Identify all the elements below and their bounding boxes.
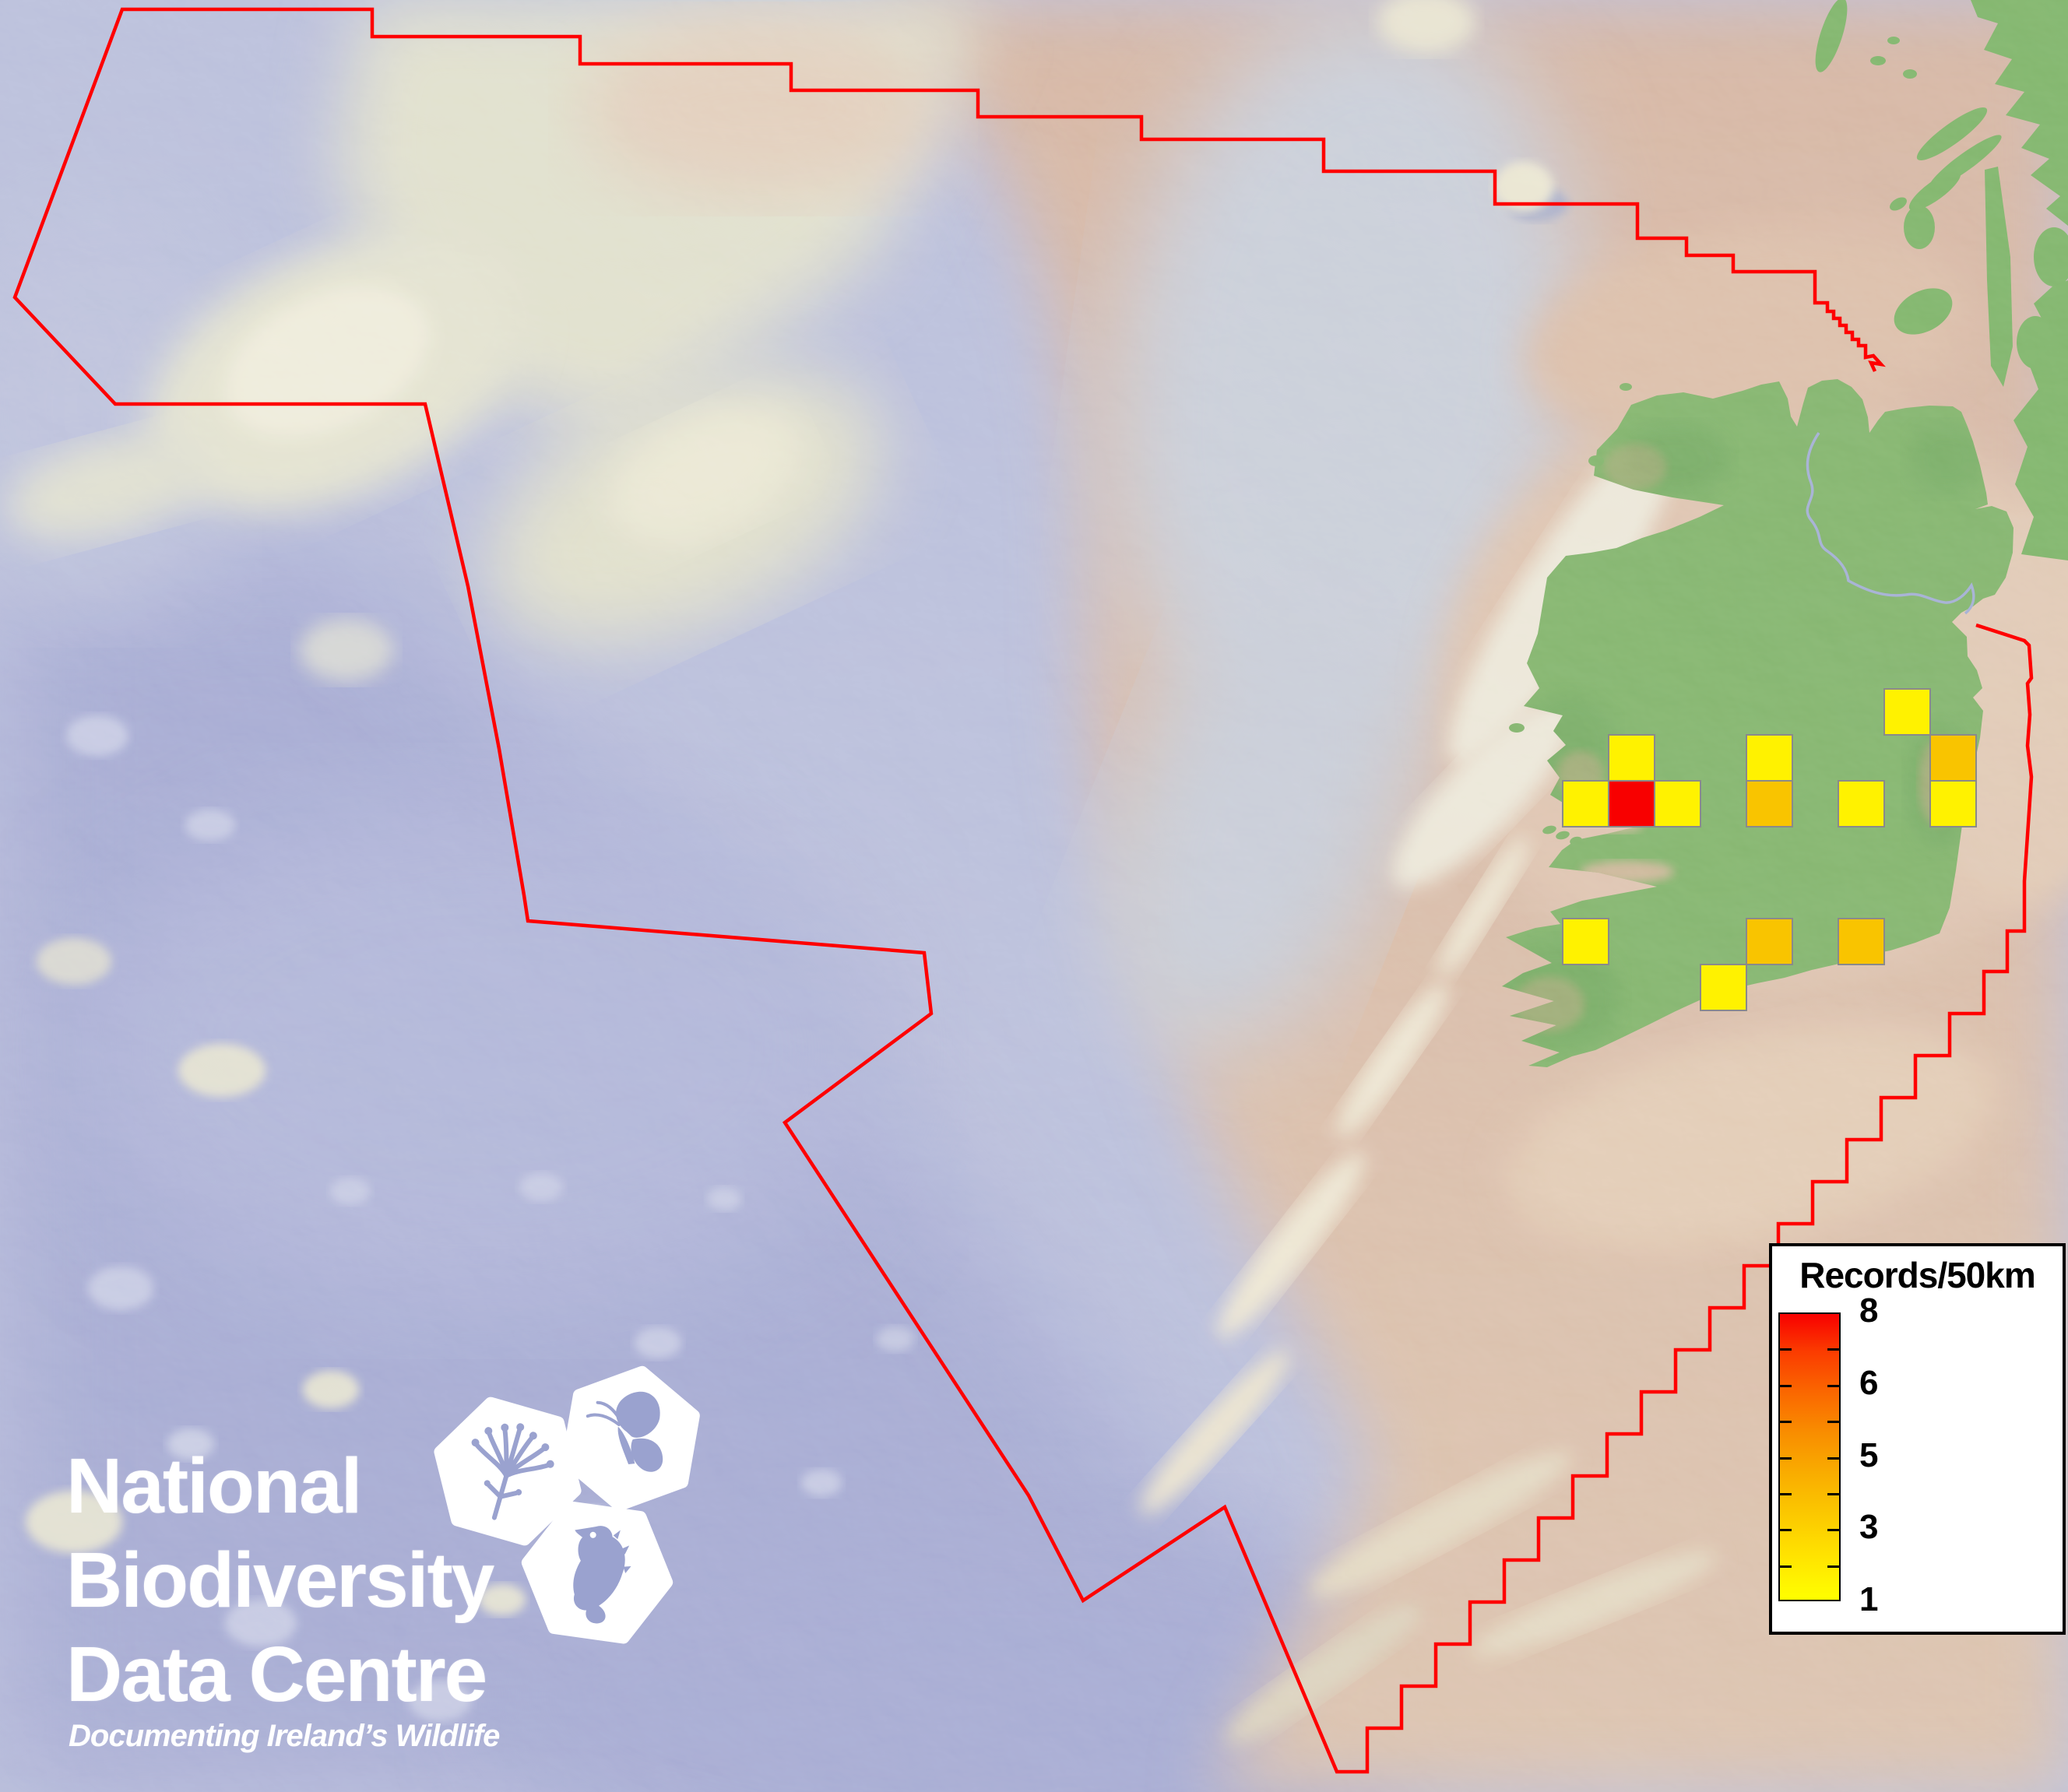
legend-tick [1827, 1529, 1839, 1532]
legend-tick [1780, 1384, 1792, 1387]
record-square [1838, 780, 1885, 827]
legend-tick [1827, 1348, 1839, 1351]
legend-tick [1827, 1565, 1839, 1568]
record-square [1746, 780, 1793, 827]
record-square [1608, 734, 1655, 782]
record-square [1929, 780, 1977, 827]
record-squares-layer [1562, 688, 1977, 1011]
plant-umbel-icon [434, 1397, 582, 1546]
legend-tick [1780, 1492, 1792, 1495]
legend-tick [1780, 1565, 1792, 1568]
record-square [1654, 780, 1701, 827]
record-square [1883, 688, 1931, 736]
legend-tick [1780, 1529, 1792, 1532]
record-square [1838, 918, 1885, 965]
logo-line-1: National [66, 1442, 362, 1530]
record-square [1608, 780, 1655, 827]
record-square [1746, 734, 1793, 782]
eez-boundary-line [12, 7, 2034, 1774]
butterfly-icon [561, 1365, 700, 1512]
legend-tick [1780, 1421, 1792, 1424]
logo-wordmark: National Biodiversity Data Centre [66, 1439, 494, 1722]
legend-scale-label: 1 [1859, 1580, 1879, 1618]
legend-title: Records/50km [1799, 1255, 2036, 1295]
record-square [1562, 918, 1609, 965]
record-square [1746, 918, 1793, 965]
legend-scale-label: 5 [1859, 1435, 1879, 1474]
legend-tick [1827, 1421, 1839, 1424]
legend-scale-label: 3 [1859, 1508, 1879, 1547]
legend-panel: Records/50km 8 6 5 3 1 [1769, 1243, 2066, 1635]
legend-scale-label: 8 [1859, 1291, 1879, 1330]
legend-tick [1780, 1348, 1792, 1351]
legend-tick [1780, 1456, 1792, 1460]
legend-tick [1827, 1492, 1839, 1495]
logo-line-3: Data Centre [66, 1631, 487, 1718]
legend-scale-label: 6 [1859, 1363, 1879, 1402]
seahorse-icon [521, 1501, 674, 1644]
northern-ireland-border-line [1806, 432, 1975, 615]
record-square [1929, 734, 1977, 782]
legend-tick [1827, 1456, 1839, 1460]
legend-tick [1827, 1384, 1839, 1387]
logo-tagline: Documenting Ireland’s Wildlife [69, 1719, 500, 1753]
record-square [1700, 964, 1747, 1011]
logo-line-2: Biodiversity [66, 1537, 494, 1624]
record-square [1562, 780, 1609, 827]
nbdc-logo-hexagons [434, 1365, 700, 1644]
